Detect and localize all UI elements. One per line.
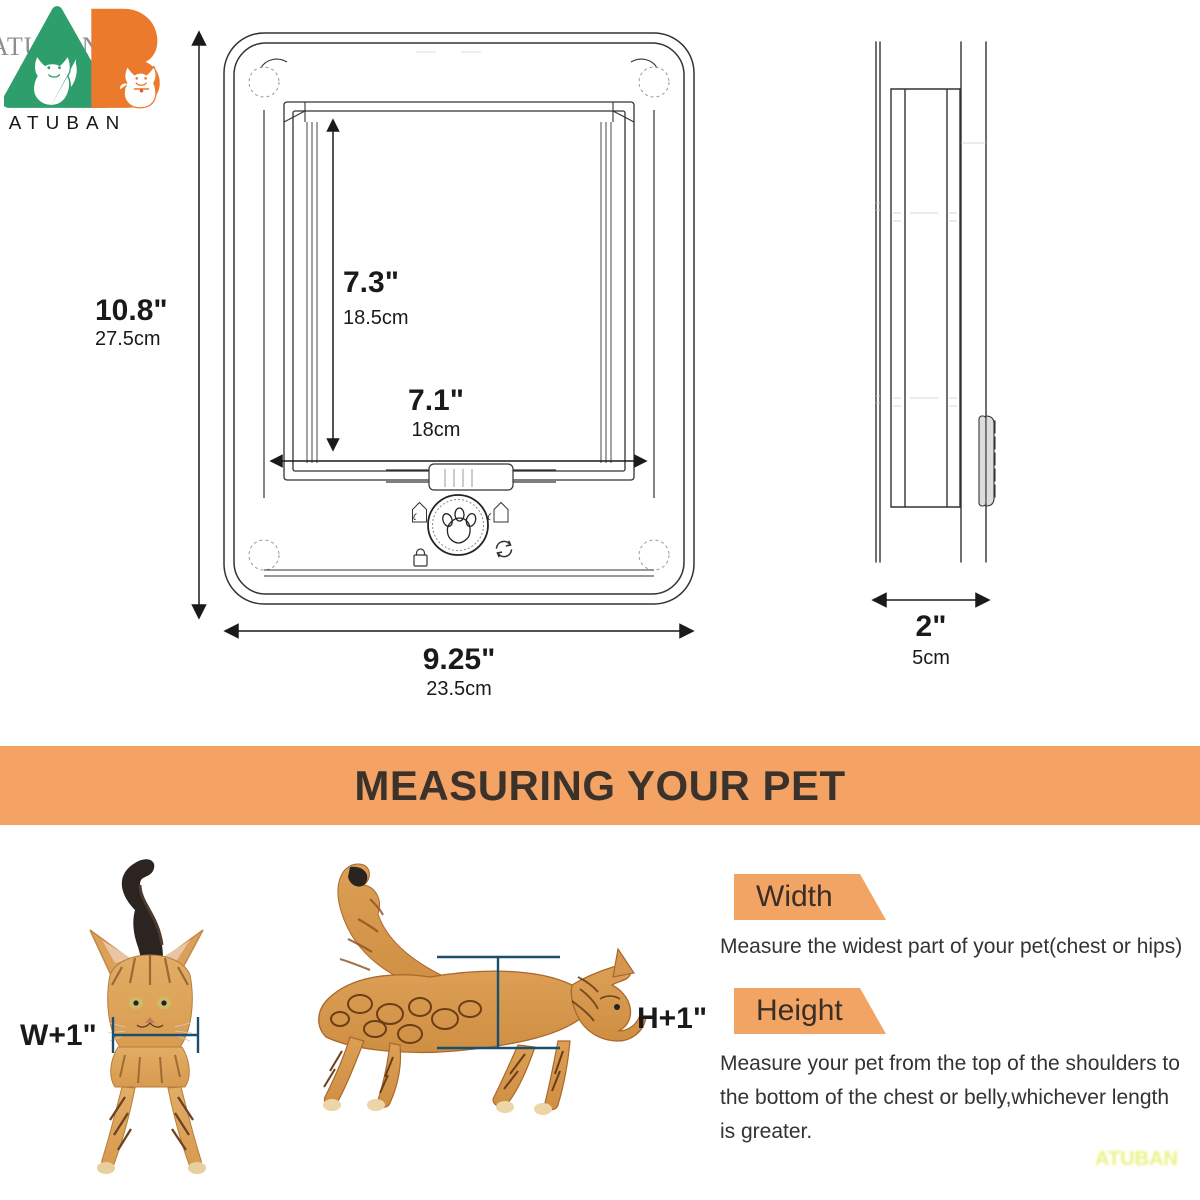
svg-text:5cm: 5cm	[912, 647, 950, 669]
svg-text:2": 2"	[916, 610, 947, 643]
svg-text:7.3": 7.3"	[343, 266, 399, 299]
svg-text:10.8": 10.8"	[95, 294, 168, 327]
svg-text:7.1": 7.1"	[408, 384, 464, 417]
svg-text:23.5cm: 23.5cm	[426, 678, 492, 700]
svg-text:27.5cm: 27.5cm	[95, 328, 161, 350]
svg-text:18cm: 18cm	[412, 419, 461, 441]
svg-text:18.5cm: 18.5cm	[343, 307, 409, 329]
svg-text:9.25": 9.25"	[423, 643, 496, 676]
